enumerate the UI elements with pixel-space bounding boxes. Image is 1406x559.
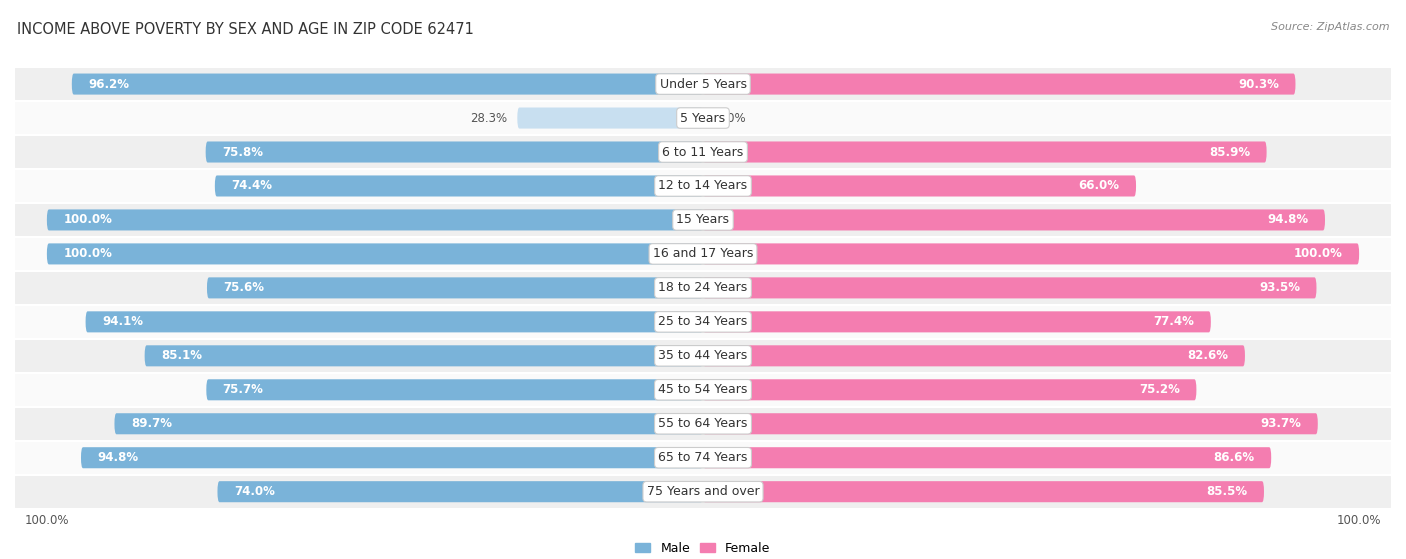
Text: 55 to 64 Years: 55 to 64 Years [658, 417, 748, 430]
FancyBboxPatch shape [14, 271, 1392, 305]
Text: 0.0%: 0.0% [716, 112, 745, 125]
Text: 75.6%: 75.6% [224, 281, 264, 295]
FancyBboxPatch shape [114, 413, 703, 434]
FancyBboxPatch shape [517, 107, 703, 129]
FancyBboxPatch shape [14, 67, 1392, 101]
Text: 94.8%: 94.8% [97, 451, 139, 464]
Text: 93.5%: 93.5% [1260, 281, 1301, 295]
Text: 75.7%: 75.7% [222, 383, 263, 396]
Text: 96.2%: 96.2% [89, 78, 129, 91]
Text: 18 to 24 Years: 18 to 24 Years [658, 281, 748, 295]
FancyBboxPatch shape [46, 210, 703, 230]
Text: INCOME ABOVE POVERTY BY SEX AND AGE IN ZIP CODE 62471: INCOME ABOVE POVERTY BY SEX AND AGE IN Z… [17, 22, 474, 37]
FancyBboxPatch shape [207, 277, 703, 299]
FancyBboxPatch shape [14, 101, 1392, 135]
FancyBboxPatch shape [205, 141, 703, 163]
FancyBboxPatch shape [218, 481, 703, 502]
FancyBboxPatch shape [14, 237, 1392, 271]
FancyBboxPatch shape [703, 243, 1360, 264]
Text: 100.0%: 100.0% [63, 248, 112, 260]
FancyBboxPatch shape [14, 440, 1392, 475]
FancyBboxPatch shape [14, 305, 1392, 339]
FancyBboxPatch shape [703, 74, 1295, 94]
Text: 35 to 44 Years: 35 to 44 Years [658, 349, 748, 362]
FancyBboxPatch shape [703, 277, 1316, 299]
Text: 89.7%: 89.7% [131, 417, 172, 430]
Text: 66.0%: 66.0% [1078, 179, 1119, 192]
Legend: Male, Female: Male, Female [630, 537, 776, 559]
Text: 12 to 14 Years: 12 to 14 Years [658, 179, 748, 192]
Text: 90.3%: 90.3% [1239, 78, 1279, 91]
Text: 75 Years and over: 75 Years and over [647, 485, 759, 498]
FancyBboxPatch shape [14, 203, 1392, 237]
FancyBboxPatch shape [72, 74, 703, 94]
FancyBboxPatch shape [145, 345, 703, 366]
FancyBboxPatch shape [703, 345, 1244, 366]
FancyBboxPatch shape [14, 339, 1392, 373]
Text: 94.1%: 94.1% [103, 315, 143, 328]
Text: 74.4%: 74.4% [231, 179, 273, 192]
FancyBboxPatch shape [207, 379, 703, 400]
Text: 82.6%: 82.6% [1188, 349, 1229, 362]
FancyBboxPatch shape [703, 141, 1267, 163]
FancyBboxPatch shape [14, 475, 1392, 509]
FancyBboxPatch shape [46, 243, 703, 264]
FancyBboxPatch shape [82, 447, 703, 468]
FancyBboxPatch shape [703, 447, 1271, 468]
Text: Under 5 Years: Under 5 Years [659, 78, 747, 91]
FancyBboxPatch shape [703, 413, 1317, 434]
FancyBboxPatch shape [14, 135, 1392, 169]
Text: 100.0%: 100.0% [63, 214, 112, 226]
FancyBboxPatch shape [703, 176, 1136, 197]
Text: 16 and 17 Years: 16 and 17 Years [652, 248, 754, 260]
Text: 28.3%: 28.3% [471, 112, 508, 125]
Text: 85.1%: 85.1% [162, 349, 202, 362]
Text: 75.2%: 75.2% [1139, 383, 1180, 396]
Text: 93.7%: 93.7% [1261, 417, 1302, 430]
Text: 6 to 11 Years: 6 to 11 Years [662, 145, 744, 159]
Text: 85.5%: 85.5% [1206, 485, 1247, 498]
FancyBboxPatch shape [14, 169, 1392, 203]
Text: 15 Years: 15 Years [676, 214, 730, 226]
Text: 5 Years: 5 Years [681, 112, 725, 125]
Text: 75.8%: 75.8% [222, 145, 263, 159]
Text: 25 to 34 Years: 25 to 34 Years [658, 315, 748, 328]
Text: 94.8%: 94.8% [1267, 214, 1309, 226]
Text: 86.6%: 86.6% [1213, 451, 1254, 464]
FancyBboxPatch shape [703, 311, 1211, 333]
FancyBboxPatch shape [14, 407, 1392, 440]
Text: 100.0%: 100.0% [1294, 248, 1343, 260]
FancyBboxPatch shape [703, 379, 1197, 400]
FancyBboxPatch shape [703, 481, 1264, 502]
FancyBboxPatch shape [703, 210, 1324, 230]
Text: Source: ZipAtlas.com: Source: ZipAtlas.com [1271, 22, 1389, 32]
Text: 85.9%: 85.9% [1209, 145, 1250, 159]
Text: 77.4%: 77.4% [1153, 315, 1195, 328]
Text: 74.0%: 74.0% [233, 485, 274, 498]
FancyBboxPatch shape [14, 373, 1392, 407]
FancyBboxPatch shape [215, 176, 703, 197]
FancyBboxPatch shape [86, 311, 703, 333]
Text: 65 to 74 Years: 65 to 74 Years [658, 451, 748, 464]
Text: 45 to 54 Years: 45 to 54 Years [658, 383, 748, 396]
